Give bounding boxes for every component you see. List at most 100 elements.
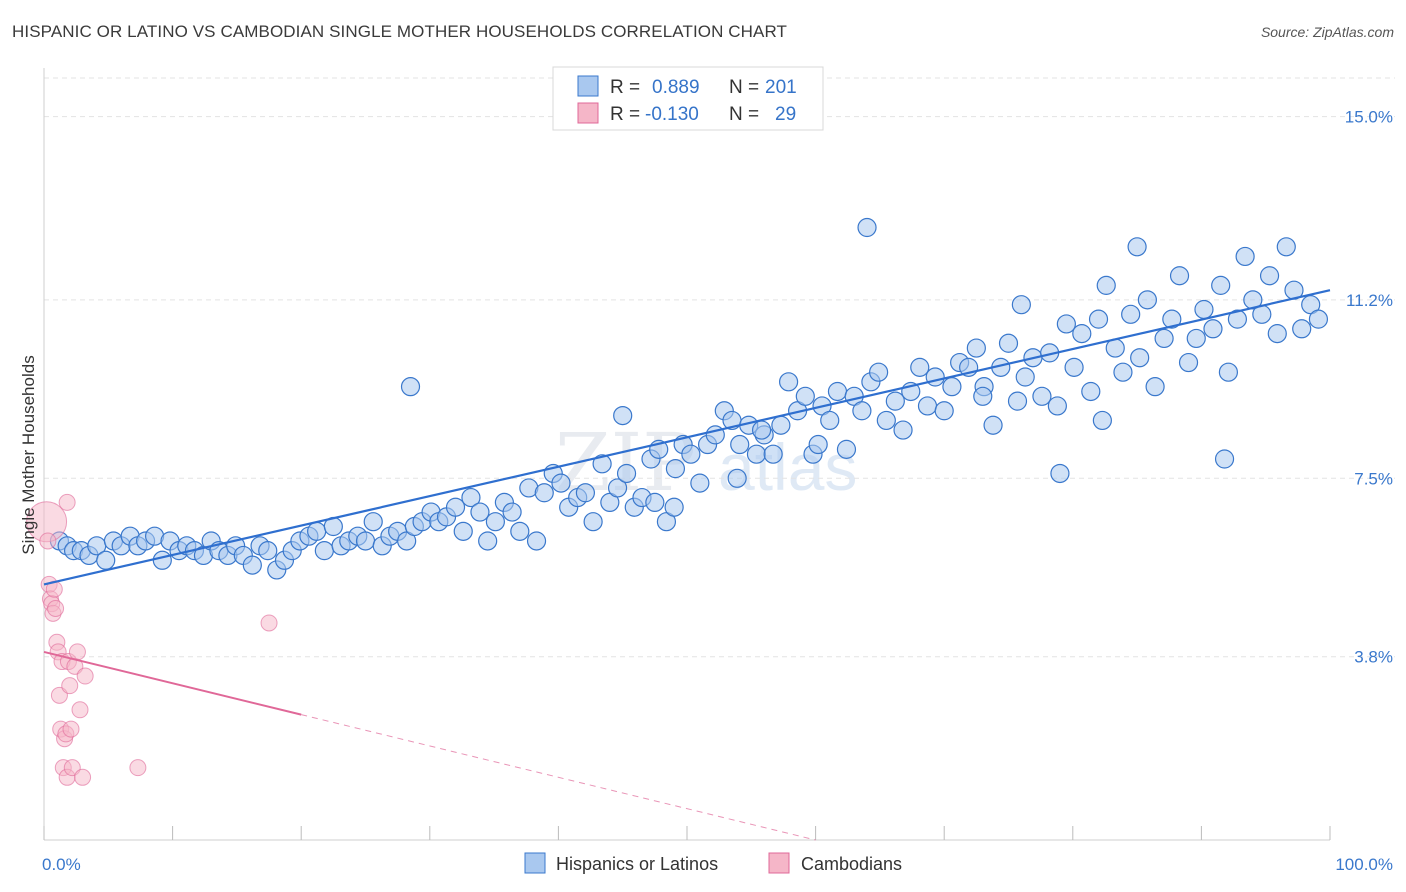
y-tick-label-0: 3.8% bbox=[1354, 648, 1393, 667]
series-cambodians-points bbox=[26, 493, 278, 786]
point-hispanics-125 bbox=[1064, 357, 1084, 377]
point-hispanics-123 bbox=[1047, 396, 1067, 416]
point-hispanics-104 bbox=[893, 420, 913, 440]
point-hispanics-151 bbox=[1276, 237, 1296, 257]
bottom-legend-label-cambodians: Cambodians bbox=[801, 854, 902, 874]
point-hispanics-115 bbox=[983, 415, 1003, 435]
point-cambodians-28 bbox=[260, 614, 278, 632]
point-hispanics-156 bbox=[400, 377, 421, 397]
y-tick-label-1: 7.5% bbox=[1354, 469, 1393, 488]
legend-n-label-1: N = bbox=[729, 77, 759, 98]
legend-swatch-blue bbox=[577, 75, 599, 97]
point-cambodians-24 bbox=[76, 667, 94, 685]
point-hispanics-57 bbox=[510, 521, 530, 541]
point-hispanics-90 bbox=[778, 372, 799, 392]
point-hispanics-117 bbox=[998, 333, 1019, 353]
point-hispanics-89 bbox=[771, 415, 791, 435]
point-cambodians-18 bbox=[62, 720, 80, 738]
point-hispanics-86 bbox=[746, 444, 767, 464]
point-hispanics-59 bbox=[526, 531, 547, 551]
point-hispanics-128 bbox=[1088, 309, 1109, 329]
point-hispanics-157 bbox=[613, 405, 633, 426]
point-hispanics-155 bbox=[1308, 309, 1329, 329]
point-hispanics-134 bbox=[1137, 290, 1157, 310]
point-hispanics-54 bbox=[485, 512, 505, 532]
point-hispanics-109 bbox=[934, 401, 954, 421]
point-hispanics-161 bbox=[1050, 463, 1070, 484]
point-hispanics-158 bbox=[808, 434, 828, 455]
trend-line-cambodians-extension bbox=[301, 714, 816, 841]
bottom-legend: Hispanics or Latinos Cambodians bbox=[524, 852, 902, 874]
top-legend: R = 0.889 N = 201 R = -0.130 N = 29 bbox=[552, 66, 824, 131]
point-hispanics-110 bbox=[942, 377, 962, 397]
point-hispanics-168 bbox=[727, 468, 747, 488]
point-hispanics-137 bbox=[1162, 309, 1182, 329]
point-hispanics-150 bbox=[1267, 324, 1287, 344]
point-hispanics-6 bbox=[96, 550, 116, 570]
axes bbox=[43, 68, 1331, 841]
point-hispanics-102 bbox=[876, 410, 896, 431]
point-hispanics-13 bbox=[152, 550, 172, 570]
x-tick-label-max: 100.0% bbox=[1335, 855, 1393, 874]
legend-swatch-pink bbox=[577, 102, 599, 124]
point-hispanics-66 bbox=[583, 512, 603, 532]
point-cambodians-25 bbox=[39, 532, 57, 550]
point-hispanics-135 bbox=[1145, 377, 1165, 397]
trend-line-cambodians bbox=[43, 650, 302, 716]
y-tick-label-3: 15.0% bbox=[1345, 108, 1393, 127]
point-hispanics-136 bbox=[1154, 328, 1174, 349]
point-hispanics-163 bbox=[857, 217, 877, 238]
point-hispanics-95 bbox=[820, 410, 840, 431]
point-hispanics-103 bbox=[885, 391, 905, 411]
point-cambodians-6 bbox=[47, 600, 65, 618]
point-hispanics-140 bbox=[1186, 328, 1206, 349]
chart-title: HISPANIC OR LATINO VS CAMBODIAN SINGLE M… bbox=[12, 22, 788, 41]
point-hispanics-129 bbox=[1096, 275, 1116, 295]
point-hispanics-118 bbox=[1007, 391, 1028, 411]
y-axis-label: Single Mother Households bbox=[19, 355, 38, 554]
point-hispanics-96 bbox=[827, 381, 848, 402]
bottom-legend-swatch-pink bbox=[768, 852, 790, 874]
point-hispanics-101 bbox=[869, 362, 889, 382]
point-hispanics-162 bbox=[1214, 449, 1235, 469]
point-hispanics-106 bbox=[910, 357, 930, 377]
bottom-legend-label-hispanics: Hispanics or Latinos bbox=[556, 854, 718, 874]
point-hispanics-38 bbox=[355, 531, 376, 551]
legend-n-value-1: 201 bbox=[765, 77, 797, 98]
tick-labels: 3.8% 7.5% 11.2% 15.0% 0.0% 100.0% bbox=[42, 108, 1393, 874]
point-hispanics-139 bbox=[1178, 352, 1199, 373]
point-hispanics-167 bbox=[645, 492, 665, 513]
source-credit: Source: ZipAtlas.com bbox=[1260, 24, 1394, 40]
point-hispanics-149 bbox=[1259, 266, 1280, 286]
point-hispanics-144 bbox=[1218, 362, 1239, 382]
point-hispanics-169 bbox=[664, 497, 684, 517]
point-hispanics-33 bbox=[314, 541, 334, 561]
point-hispanics-79 bbox=[690, 473, 710, 493]
point-hispanics-159 bbox=[973, 386, 993, 406]
point-hispanics-133 bbox=[1130, 348, 1150, 368]
point-hispanics-65 bbox=[575, 483, 596, 503]
point-hispanics-67 bbox=[592, 454, 612, 474]
point-hispanics-121 bbox=[1032, 386, 1052, 406]
trend-lines bbox=[43, 289, 1331, 841]
point-hispanics-99 bbox=[852, 401, 872, 421]
point-hispanics-49 bbox=[445, 497, 466, 517]
point-hispanics-62 bbox=[551, 473, 571, 493]
legend-r-value-1: 0.889 bbox=[652, 77, 700, 98]
point-hispanics-143 bbox=[1211, 275, 1231, 295]
legend-r-label-2: R = bbox=[610, 104, 640, 125]
trend-line-hispanics bbox=[43, 289, 1331, 586]
point-hispanics-145 bbox=[1227, 309, 1248, 329]
legend-r-label-1: R = bbox=[610, 77, 640, 98]
point-hispanics-69 bbox=[607, 478, 628, 498]
point-hispanics-50 bbox=[453, 521, 473, 541]
point-hispanics-141 bbox=[1194, 299, 1214, 320]
legend-n-label-2: N = bbox=[729, 104, 759, 125]
point-hispanics-92 bbox=[795, 386, 815, 406]
point-hispanics-126 bbox=[1072, 324, 1092, 344]
point-hispanics-60 bbox=[534, 483, 554, 503]
point-cambodians-17 bbox=[61, 677, 79, 695]
x-tick-label-min: 0.0% bbox=[42, 855, 81, 874]
point-hispanics-142 bbox=[1203, 319, 1223, 339]
